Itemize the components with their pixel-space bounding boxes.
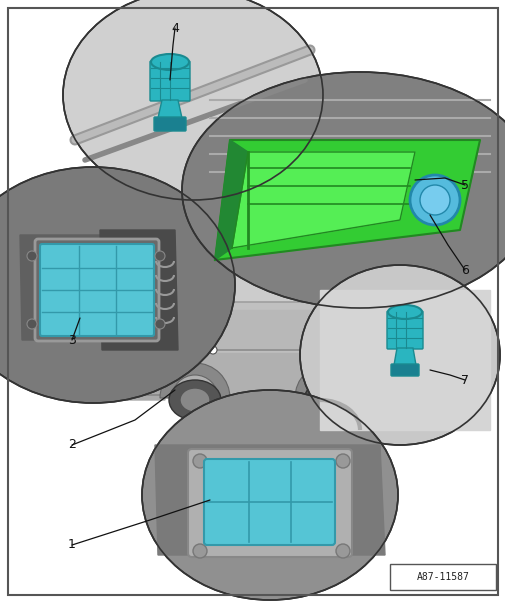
Ellipse shape xyxy=(63,0,322,200)
Ellipse shape xyxy=(169,380,221,420)
Polygon shape xyxy=(393,348,415,365)
FancyBboxPatch shape xyxy=(188,449,351,557)
Circle shape xyxy=(155,319,165,329)
Polygon shape xyxy=(215,140,479,260)
FancyBboxPatch shape xyxy=(35,239,159,341)
Ellipse shape xyxy=(315,388,344,412)
Circle shape xyxy=(409,175,459,225)
Text: 2: 2 xyxy=(68,438,76,452)
Bar xyxy=(389,564,495,590)
Polygon shape xyxy=(299,265,344,300)
Ellipse shape xyxy=(387,305,421,319)
Text: 5: 5 xyxy=(460,178,468,192)
Polygon shape xyxy=(319,290,489,430)
Wedge shape xyxy=(294,363,364,398)
Polygon shape xyxy=(369,300,399,395)
FancyBboxPatch shape xyxy=(154,117,186,131)
Text: 4: 4 xyxy=(171,22,179,34)
Ellipse shape xyxy=(182,72,505,308)
Text: 6: 6 xyxy=(460,264,468,277)
Polygon shape xyxy=(100,230,178,350)
Polygon shape xyxy=(175,270,347,302)
FancyBboxPatch shape xyxy=(390,364,418,376)
Text: 3: 3 xyxy=(68,333,76,347)
Polygon shape xyxy=(125,350,165,400)
Circle shape xyxy=(209,346,217,354)
Ellipse shape xyxy=(142,390,397,600)
Text: A87-11587: A87-11587 xyxy=(416,572,469,582)
Ellipse shape xyxy=(304,380,356,420)
Ellipse shape xyxy=(299,265,499,445)
FancyBboxPatch shape xyxy=(386,311,422,349)
Circle shape xyxy=(192,544,207,558)
FancyBboxPatch shape xyxy=(204,459,334,545)
Polygon shape xyxy=(155,445,384,555)
Polygon shape xyxy=(158,100,182,118)
Circle shape xyxy=(27,319,37,329)
FancyBboxPatch shape xyxy=(40,244,154,336)
Polygon shape xyxy=(135,310,389,350)
Text: 1: 1 xyxy=(68,538,76,552)
Polygon shape xyxy=(231,152,414,248)
Polygon shape xyxy=(20,235,105,340)
Wedge shape xyxy=(160,363,230,398)
Polygon shape xyxy=(125,350,399,395)
Ellipse shape xyxy=(0,167,234,403)
Text: 7: 7 xyxy=(460,373,468,387)
Circle shape xyxy=(192,454,207,468)
Circle shape xyxy=(155,251,165,261)
Circle shape xyxy=(27,251,37,261)
Ellipse shape xyxy=(180,388,210,412)
Circle shape xyxy=(335,544,349,558)
Ellipse shape xyxy=(150,54,189,70)
FancyBboxPatch shape xyxy=(149,61,189,101)
Polygon shape xyxy=(175,265,220,300)
Polygon shape xyxy=(155,300,369,352)
Polygon shape xyxy=(215,140,247,260)
Circle shape xyxy=(419,185,449,215)
Circle shape xyxy=(335,454,349,468)
